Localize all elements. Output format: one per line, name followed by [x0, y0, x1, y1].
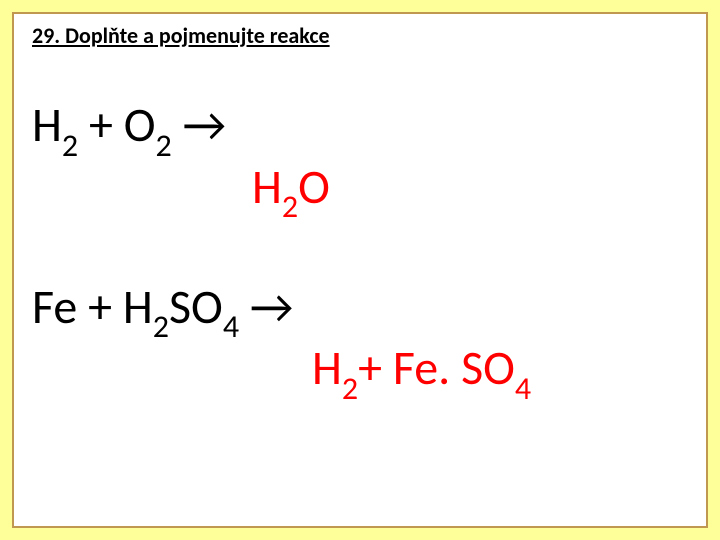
exercise-card: 29. Doplňte a pojmenujte reakce H2 + O2 … — [12, 12, 708, 528]
a1-sub2: 2 — [282, 187, 298, 226]
r1-plusO: + O — [78, 95, 155, 154]
r2-arrow: → — [239, 277, 293, 336]
r1-arrow: → — [172, 95, 226, 154]
r2-sub4: 4 — [223, 307, 239, 346]
reaction-2-product: H2+ Fe. SO4 — [312, 342, 688, 402]
a1-H: H — [252, 157, 282, 216]
reaction-1-product: H2O — [252, 161, 688, 221]
r2-FeH: Fe + H — [32, 277, 153, 336]
a2-H: H — [312, 338, 342, 397]
reaction-2-lhs: Fe + H2SO4 → — [32, 281, 688, 341]
r1-sub2a: 2 — [62, 126, 78, 165]
exercise-title: 29. Doplňte a pojmenujte reakce — [32, 22, 688, 49]
a2-sub2: 2 — [342, 369, 358, 408]
r1-sub2b: 2 — [156, 126, 172, 165]
r2-sub2: 2 — [153, 307, 169, 346]
r1-H: H — [32, 95, 62, 154]
a2-sub4: 4 — [515, 369, 531, 408]
r2-SO: SO — [169, 277, 223, 336]
a2-rest: + Fe. SO — [358, 338, 515, 397]
spacer — [32, 221, 688, 281]
reaction-1-lhs: H2 + O2 → — [32, 99, 688, 159]
a1-O: O — [298, 157, 330, 216]
